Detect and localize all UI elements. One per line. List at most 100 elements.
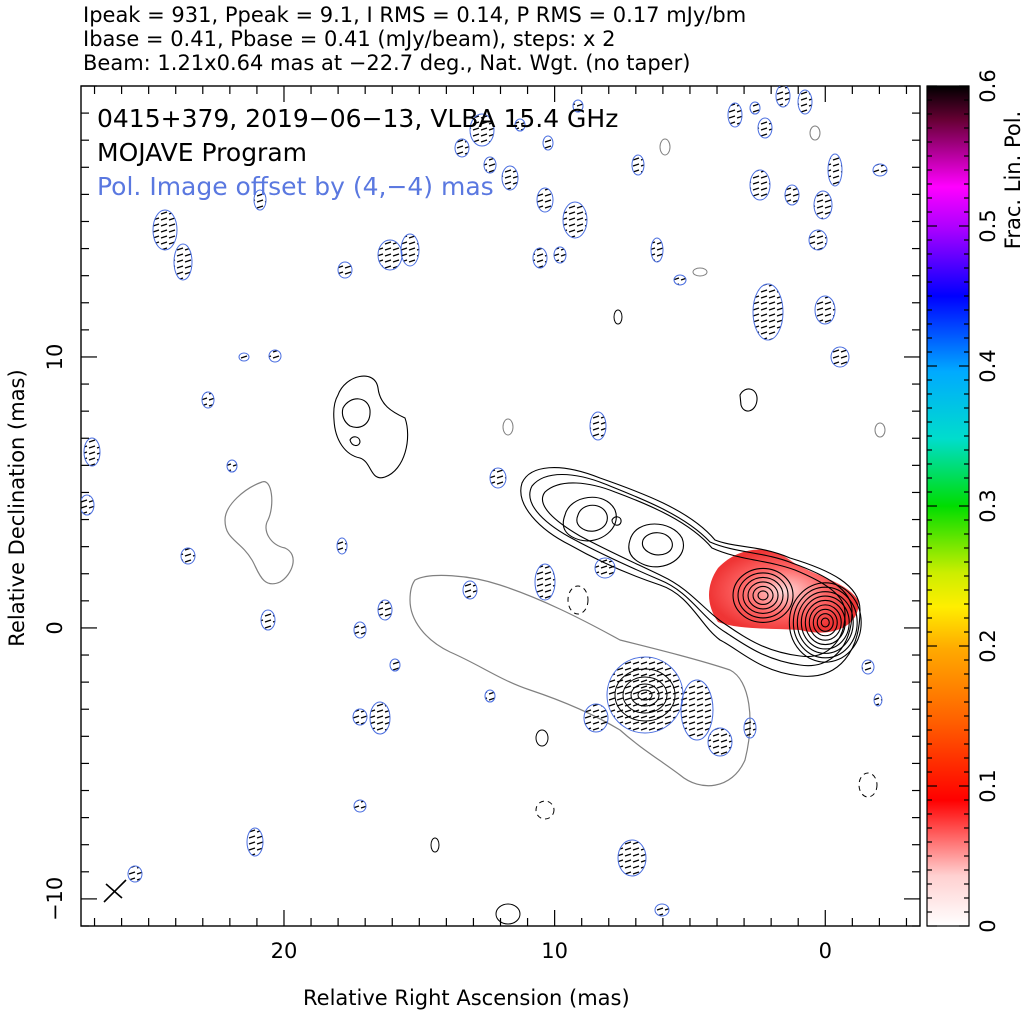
header-line-1: Ipeak = 931, Ppeak = 9.1, I RMS = 0.14, …: [83, 3, 747, 27]
pol-vector-patch: [572, 99, 584, 113]
x-tick-label: 20: [271, 939, 298, 963]
pol-vector-patch: [830, 346, 850, 368]
x-axis-label: Relative Right Ascension (mas): [303, 986, 630, 1010]
pol-vector-patch: [757, 117, 773, 139]
pol-vector-patch: [775, 86, 791, 108]
y-axis-label: Relative Declination (mas): [5, 369, 29, 646]
knot-contour: [562, 496, 617, 542]
pol-vector-patch: [749, 101, 761, 115]
knot-contour: [747, 581, 779, 610]
pol-vector-patch: [797, 89, 813, 115]
knot-contour: [757, 590, 769, 601]
pol-vector-patch: [489, 467, 507, 489]
pol-vector-patch-core: [614, 668, 676, 722]
pol-vector-patch: [680, 679, 714, 741]
pol-vector-patch: [353, 799, 367, 813]
pol-vector-patch: [784, 184, 800, 206]
pol-vector-patch: [454, 138, 470, 158]
pol-vector-patch: [553, 246, 567, 264]
pol-vector-patch: [727, 102, 743, 128]
pol-vector-patch: [873, 693, 883, 707]
pol-vector-patch: [127, 865, 143, 883]
pol-vector-patch: [484, 689, 496, 703]
pol-vector-patch: [201, 391, 215, 409]
pol-intensity-contour: [224, 481, 294, 585]
core-contour: [808, 604, 842, 641]
colorbar-tick-label: 0.5: [976, 209, 1000, 242]
jet-envelope-2: [529, 473, 853, 667]
pol-vector-patch: [872, 163, 888, 177]
pol-vector-patch: [377, 599, 393, 621]
jet-envelope-3: [542, 482, 846, 658]
pol-vector-patch: [260, 609, 276, 631]
feature-contour: [739, 388, 758, 412]
program-label: MOJAVE Program: [97, 138, 307, 167]
knot-contour: [742, 576, 784, 614]
negative-contours: [535, 585, 878, 820]
colorbar-tick-label: 0.6: [976, 69, 1000, 102]
pol-vector-patch: [173, 243, 193, 281]
core-contour: [812, 608, 838, 637]
colorbar-tick-label: 0.4: [976, 349, 1000, 382]
pol-vector-patch: [400, 233, 420, 267]
pol-vector-patch: [238, 352, 250, 362]
pol-vector-patch: [469, 113, 495, 147]
core-contour: [800, 595, 850, 650]
pol-vector-patch: [353, 621, 367, 639]
pol-vector-patch: [861, 659, 875, 675]
feature-contour: [349, 436, 361, 447]
pol-vector-patch: [246, 827, 264, 857]
colorbar-tick-labels: 0 0.1 0.2 0.3 0.4 0.5 0.6: [976, 69, 1000, 932]
pol-vector-patch: [594, 557, 616, 579]
pol-vector-patch: [583, 703, 609, 733]
pol-vector-patch: [536, 187, 554, 213]
knot-contour: [641, 532, 673, 556]
pol-vector-patch: [749, 169, 771, 201]
frac-pol-fill: [709, 549, 859, 633]
x-tick-label: 0: [819, 939, 832, 963]
pol-vector-patch: [152, 209, 178, 251]
pol-vector-patch: [673, 274, 687, 286]
pol-vector-patch: [462, 580, 478, 600]
pol-vector-patch: [542, 135, 554, 151]
small-contours: [430, 309, 623, 925]
offset-note: Pol. Image offset by (4,−4) mas: [97, 172, 494, 201]
knot-contour: [576, 504, 608, 532]
y-tick-label: −10: [43, 877, 67, 921]
pol-vector-patch: [743, 717, 757, 739]
gray-contours: [502, 125, 886, 438]
pol-vector-patch: [813, 190, 833, 220]
pol-vector-patch: [336, 537, 348, 555]
pol-vector-patch: [83, 437, 101, 467]
colorbar-tick-label: 0.2: [976, 629, 1000, 662]
y-tick-label: 0: [43, 621, 67, 634]
pol-vector-patch: [81, 494, 95, 516]
colorbar-tick-label: 0.3: [976, 489, 1000, 522]
core-contour: [820, 617, 830, 628]
pol-vector-patch: [650, 237, 664, 263]
pol-vector-patch: [377, 239, 403, 271]
knot-contour: [737, 572, 789, 619]
pol-vector-patch: [654, 903, 670, 917]
pol-vector-patch: [606, 656, 684, 734]
pol-vector-patches: [81, 86, 888, 917]
jet-envelope-outer: [520, 467, 861, 677]
pol-vector-patch: [532, 247, 548, 269]
pol-vector-patch: [501, 165, 519, 191]
colorbar-label: Frac. Lin. Pol.: [1001, 111, 1025, 249]
pol-vector-patch: [814, 295, 836, 325]
feature-contour: [333, 375, 409, 479]
pol-vector-patch: [827, 153, 843, 187]
pol-vector-patch: [226, 459, 238, 473]
header-line-2: Ibase = 0.41, Pbase = 0.41 (mJy/beam), s…: [83, 27, 616, 51]
pol-vector-patch: [562, 201, 588, 239]
pol-vector-patch: [253, 189, 267, 211]
core-contour: [816, 613, 834, 632]
pol-vector-patch: [589, 411, 607, 441]
pol-vector-patch: [268, 349, 282, 363]
pol-vector-patch: [369, 701, 391, 735]
core-contour: [796, 591, 854, 654]
pol-vector-patch: [180, 547, 196, 565]
knot-contour: [628, 523, 685, 568]
pol-vector-patch: [352, 708, 368, 726]
